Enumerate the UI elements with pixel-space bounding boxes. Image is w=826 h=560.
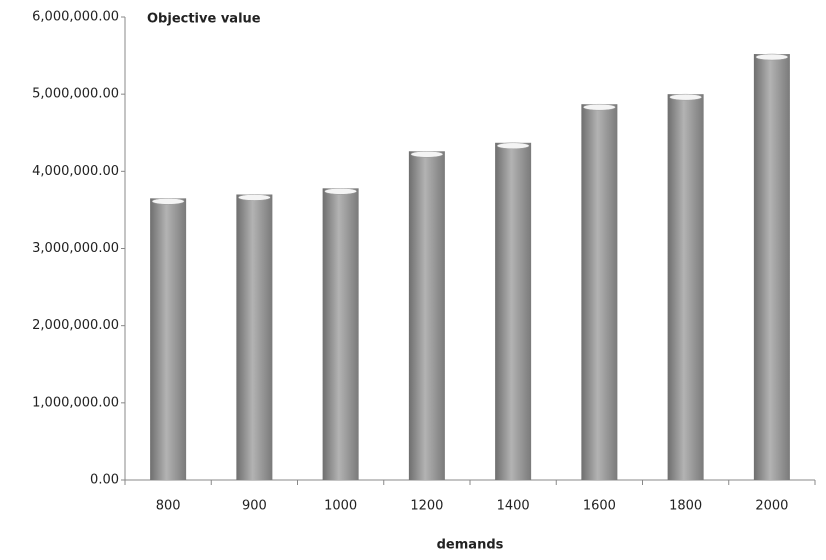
x-tick-label: 1800 bbox=[669, 499, 702, 514]
bar-cap bbox=[496, 142, 530, 150]
y-tick-label: 6,000,000.00 bbox=[32, 10, 119, 25]
bar bbox=[667, 94, 704, 481]
chart-title: Objective value bbox=[147, 12, 261, 27]
x-tick-label: 1600 bbox=[583, 499, 616, 514]
y-tick-label: 0.00 bbox=[90, 473, 119, 488]
y-tick-label: 3,000,000.00 bbox=[32, 241, 119, 256]
bar-cap bbox=[324, 188, 357, 195]
x-tick-label: 1000 bbox=[324, 499, 357, 514]
bar-cap bbox=[669, 93, 702, 101]
y-tick-label: 2,000,000.00 bbox=[32, 318, 119, 333]
bar-cap bbox=[151, 198, 185, 205]
bar bbox=[581, 104, 618, 480]
bar bbox=[408, 151, 445, 480]
bar-cap bbox=[410, 151, 444, 158]
x-tick-label: 2000 bbox=[755, 499, 788, 514]
bar-cap bbox=[755, 53, 789, 61]
y-tick-label: 4,000,000.00 bbox=[32, 164, 119, 179]
bar bbox=[236, 194, 273, 480]
x-tick-label: 800 bbox=[156, 499, 181, 514]
bar bbox=[495, 142, 532, 480]
bar bbox=[322, 188, 359, 480]
bar-cap bbox=[238, 194, 271, 201]
x-axis-title: demands bbox=[437, 538, 504, 553]
x-tick-label: 1200 bbox=[410, 499, 443, 514]
x-tick-label: 900 bbox=[242, 499, 267, 514]
bar-cap bbox=[583, 103, 616, 111]
y-tick-label: 1,000,000.00 bbox=[32, 395, 119, 410]
bar bbox=[753, 54, 790, 480]
y-tick-label: 5,000,000.00 bbox=[32, 87, 119, 102]
bar bbox=[150, 198, 187, 480]
x-tick-label: 1400 bbox=[497, 499, 530, 514]
